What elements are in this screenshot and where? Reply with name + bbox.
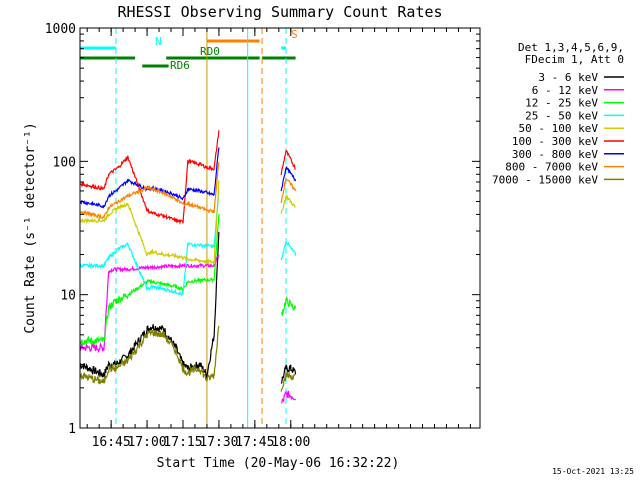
legend-entry-label: 25 - 50 keV (525, 109, 598, 122)
flag-label: S (291, 28, 298, 41)
x-tick-label: 17:45 (235, 435, 274, 450)
series-line (79, 180, 296, 266)
legend-header-line-1: Det 1,3,4,5,6,9, (518, 41, 624, 54)
vertical-markers (115, 28, 287, 428)
legend: Det 1,3,4,5,6,9, FDecim 1, Att 0 3 - 6 k… (492, 41, 624, 186)
series-line (79, 162, 297, 221)
y-tick-label: 10 (60, 289, 76, 304)
chart-title: RHESSI Observing Summary Count Rates (117, 3, 442, 21)
x-tick-label: 18:00 (271, 435, 310, 450)
legend-entry-label: 3 - 6 keV (538, 71, 598, 84)
y-tick-label: 1000 (45, 22, 76, 37)
x-axis-label: Start Time (20-May-06 16:32:22) (157, 456, 400, 471)
legend-entry-label: 7000 - 15000 keV (492, 173, 598, 186)
x-tick-label: 17:15 (163, 435, 202, 450)
legend-entry-label: 50 - 100 keV (519, 122, 599, 135)
series-line (79, 130, 296, 225)
series-line (79, 147, 297, 209)
flag-label: RD0 (200, 45, 220, 58)
legend-entry-label: 100 - 300 keV (512, 135, 598, 148)
flag-lines: N RD0 RD6 S (80, 28, 298, 72)
legend-entry-label: 300 - 800 keV (512, 148, 598, 161)
y-axis-label: Count Rate (s⁻¹ detector⁻¹) (23, 122, 38, 333)
x-tick-label: 17:30 (199, 435, 238, 450)
series-line (79, 325, 296, 392)
series-line (79, 191, 297, 297)
legend-entry-label: 800 - 7000 keV (505, 161, 598, 174)
series-line (79, 213, 297, 346)
plot-frame (79, 27, 481, 429)
legend-entry-label: 6 - 12 keV (532, 84, 599, 97)
legend-header-line-2: FDecim 1, Att 0 (525, 53, 624, 66)
flag-label: RD6 (170, 59, 190, 72)
series-line (79, 231, 297, 384)
timestamp: 15-Oct-2021 13:25 (552, 467, 634, 476)
series-line (79, 254, 297, 404)
x-tick-label: 17:00 (127, 435, 166, 450)
series-group (79, 130, 297, 404)
x-tick-label: 16:45 (92, 435, 131, 450)
flag-label: N (155, 35, 162, 48)
y-tick-label: 1 (68, 422, 76, 437)
y-tick-label: 100 (53, 155, 76, 170)
legend-entry-label: 12 - 25 keV (525, 97, 598, 110)
